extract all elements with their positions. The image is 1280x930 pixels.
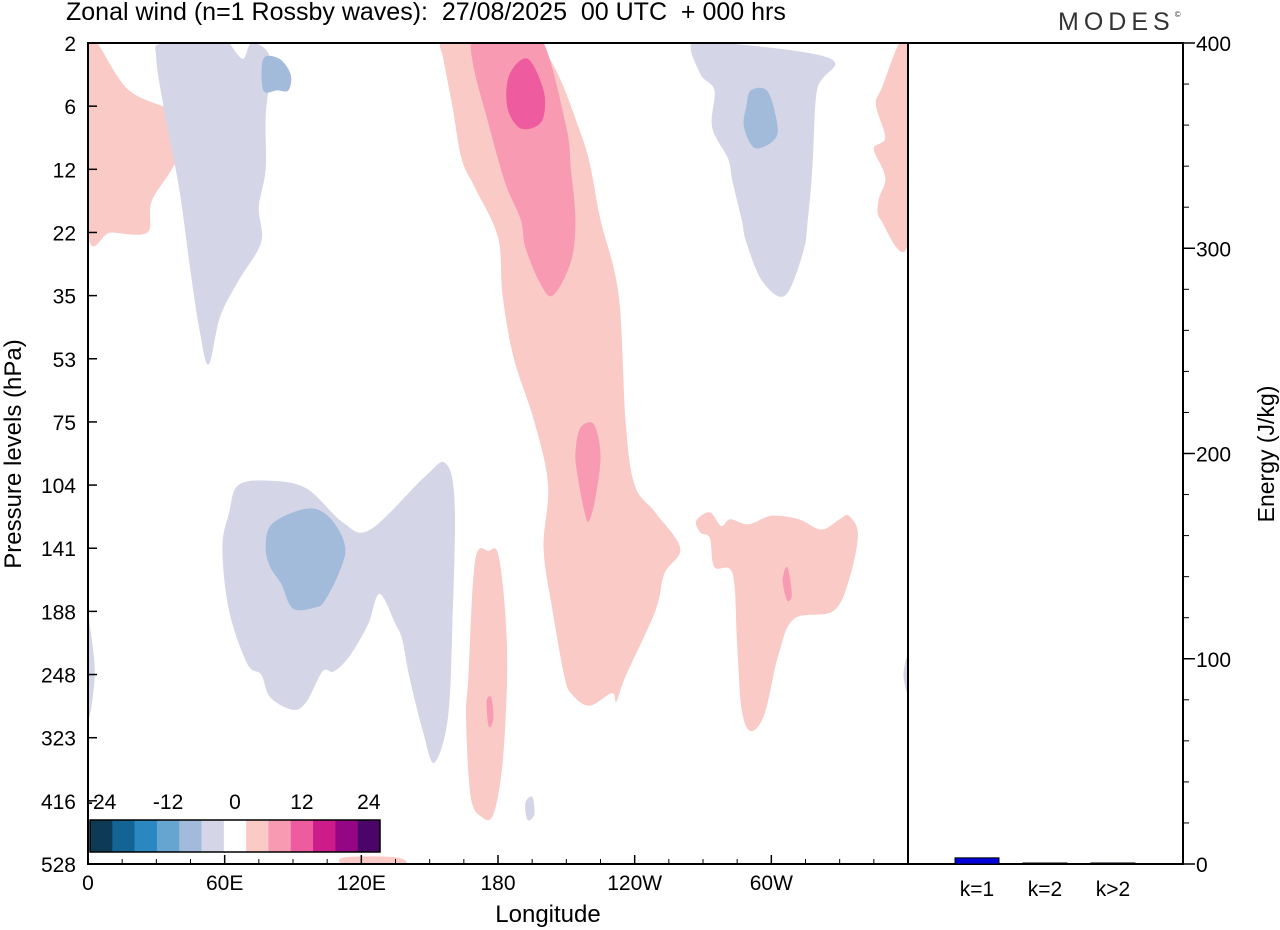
chart-title: Zonal wind (n=1 Rossby waves): 27/08/202… bbox=[66, 0, 786, 26]
colorbar-swatch bbox=[156, 820, 180, 852]
colorbar-swatch bbox=[290, 820, 314, 852]
colorbar-swatch bbox=[313, 820, 336, 852]
contour-region-pos8-4 bbox=[470, 43, 576, 297]
bar-category-label: k=2 bbox=[1028, 878, 1062, 901]
bar-category-label: k=1 bbox=[960, 878, 994, 901]
colorbar-swatch bbox=[335, 820, 358, 852]
bar-panel-border bbox=[907, 42, 1184, 865]
colorbar-label: 12 bbox=[290, 791, 313, 814]
modes-logo: MODES© bbox=[1058, 8, 1181, 37]
y-axis-label: Pressure levels (hPa) bbox=[0, 339, 27, 568]
energy-bar-k=2 bbox=[1022, 862, 1068, 865]
contour-region-neg4-14 bbox=[88, 616, 95, 720]
energy-bar-panel: k=1 k=2 k>2 bbox=[907, 42, 1184, 901]
y-tick-label: 141 bbox=[41, 538, 76, 561]
energy-tick-label: 100 bbox=[1196, 649, 1231, 672]
x-tick-label: 60E bbox=[206, 872, 243, 895]
x-tick-label: 180 bbox=[480, 872, 515, 895]
contour-region-pos4-0 bbox=[88, 43, 184, 247]
contour-region-pos8-18 bbox=[782, 566, 792, 602]
y-tick-label: 104 bbox=[41, 475, 76, 498]
energy-tick-label: 200 bbox=[1196, 444, 1231, 467]
y-tick-label: 53 bbox=[53, 349, 76, 372]
colorbar-swatch bbox=[90, 820, 113, 852]
copyright-mark: © bbox=[1174, 10, 1181, 19]
contour-fill-layer bbox=[88, 43, 908, 864]
energy-tick-label: 400 bbox=[1196, 33, 1231, 56]
colorbar-label: -12 bbox=[153, 791, 183, 814]
colorbar-swatch bbox=[112, 820, 135, 852]
colorbar-swatch bbox=[246, 820, 269, 852]
colorbar-swatch bbox=[179, 820, 202, 852]
brand-text: MODES bbox=[1058, 8, 1175, 36]
energy-axis: 0 100 200 300 400 Energy (J/kg) bbox=[1183, 33, 1279, 877]
x-tick-label: 60W bbox=[750, 872, 793, 895]
y-tick-label: 2 bbox=[64, 33, 76, 56]
colorbar-label: 24 bbox=[357, 791, 381, 814]
x-axis-label: Longitude bbox=[495, 901, 600, 928]
contour-region-neg4-15 bbox=[525, 796, 535, 821]
y-tick-label: 22 bbox=[53, 222, 76, 245]
contour-region-neg8-7 bbox=[743, 87, 778, 149]
colorbar-label: 0 bbox=[229, 791, 241, 814]
x-tick-label: 120W bbox=[607, 872, 662, 895]
y-tick-label: 323 bbox=[41, 728, 76, 751]
energy-bar-k>2 bbox=[1090, 862, 1136, 865]
x-tick-label: 120E bbox=[337, 872, 386, 895]
contour-region-neg4-9 bbox=[222, 461, 456, 763]
energy-axis-label: Energy (J/kg) bbox=[1253, 386, 1279, 523]
y-tick-label: 248 bbox=[41, 665, 76, 688]
longitude-axis: 0 60E 120E 180 120W 60W Longitude bbox=[82, 855, 875, 928]
energy-tick-label: 0 bbox=[1196, 854, 1208, 877]
energy-bar-k=1 bbox=[954, 857, 1000, 865]
y-tick-label: 75 bbox=[53, 412, 76, 435]
colorbar: -24 -12 0 12 24 bbox=[86, 791, 381, 853]
y-tick-label: 188 bbox=[41, 601, 76, 624]
y-tick-label: 12 bbox=[53, 159, 76, 182]
energy-tick-label: 300 bbox=[1196, 238, 1231, 261]
pressure-axis: 2 6 12 22 35 53 75 104 141 188 248 323 416 528 Pressur… bbox=[0, 33, 97, 877]
contour-region-pos4-16 bbox=[338, 856, 407, 864]
colorbar-swatch bbox=[268, 820, 292, 852]
y-tick-label: 528 bbox=[41, 854, 76, 877]
colorbar-swatch bbox=[357, 820, 381, 852]
contour-region-neg4-6 bbox=[690, 43, 836, 297]
y-tick-label: 416 bbox=[41, 791, 76, 814]
contour-region-neg4-19 bbox=[903, 655, 908, 694]
y-tick-label: 6 bbox=[64, 96, 76, 119]
colorbar-swatch bbox=[223, 820, 247, 852]
colorbar-border bbox=[89, 819, 381, 853]
contour-region-pos8-13 bbox=[575, 422, 601, 522]
contour-region-pos4-11 bbox=[466, 548, 508, 821]
x-tick-label: 0 bbox=[82, 872, 94, 895]
contour-region-neg8-2 bbox=[261, 55, 292, 93]
colorbar-swatch bbox=[201, 820, 225, 852]
colorbar-swatch bbox=[134, 820, 158, 852]
contour-region-pos12-5 bbox=[506, 58, 546, 130]
contour-region-pos8-12 bbox=[486, 696, 494, 728]
contour-region-neg8-10 bbox=[265, 508, 346, 611]
contour-region-neg4-1 bbox=[155, 43, 271, 365]
contour-region-pos4-8 bbox=[873, 43, 908, 252]
bar-category-label: k>2 bbox=[1096, 878, 1130, 901]
y-tick-label: 35 bbox=[53, 286, 76, 309]
colorbar-label: -24 bbox=[86, 791, 117, 814]
contour-region-pos4-3 bbox=[439, 43, 681, 706]
contour-region-pos4-17 bbox=[695, 512, 858, 732]
